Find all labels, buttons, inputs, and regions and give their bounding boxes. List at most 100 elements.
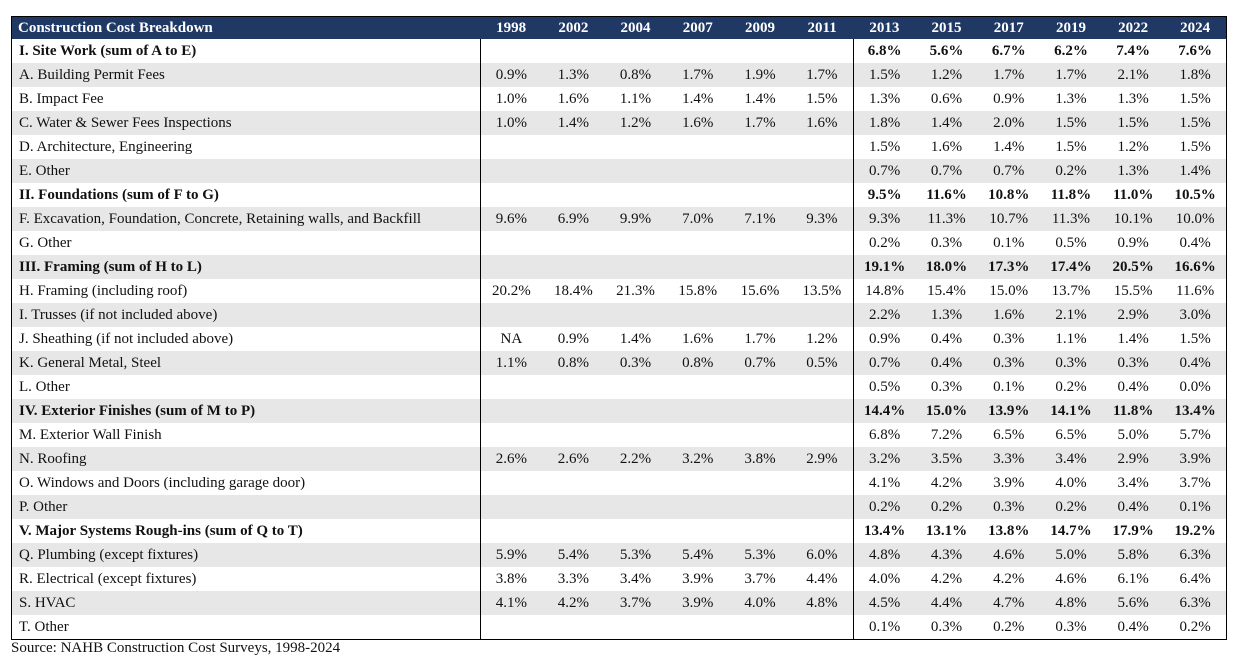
header-year-2013: 2013	[853, 16, 916, 39]
cell-2009: 3.8%	[728, 447, 792, 471]
cell-1998	[480, 423, 542, 447]
cell-2002: 1.6%	[557, 90, 589, 107]
cell-2007	[667, 183, 729, 207]
cell-2007: 1.6%	[682, 330, 714, 347]
table-row: G. Other 0.2% 0.3% 0.1% 0.5% 0.9% 0.4%	[11, 231, 1227, 255]
cell-2022: 0.9%	[1117, 234, 1149, 251]
cell-2017: 3.9%	[993, 474, 1025, 491]
cell-1998: 3.8%	[495, 570, 527, 587]
cell-2019: 0.2%	[1039, 495, 1103, 519]
cell-2013: 13.4%	[863, 522, 906, 539]
cell-1998	[480, 495, 543, 519]
cell-2011: 13.5%	[791, 279, 854, 303]
cell-2013: 3.2%	[853, 447, 916, 471]
cell-2017: 2.0%	[977, 111, 1040, 135]
cell-2009	[728, 255, 792, 279]
cell-2011	[791, 135, 854, 159]
cell-2024: 0.0%	[1179, 378, 1211, 395]
cell-2002	[542, 399, 605, 423]
cell-2002	[542, 135, 604, 159]
cell-2017: 15.0%	[989, 282, 1029, 299]
cell-2022: 7.4%	[1116, 42, 1151, 59]
cell-2015: 0.6%	[930, 90, 963, 107]
cell-2017: 1.7%	[977, 63, 1040, 87]
header-year-2011: 2011	[791, 16, 854, 39]
cell-2007	[667, 231, 729, 255]
cell-1998: 2.6%	[480, 447, 543, 471]
row-label: N. Roofing	[11, 447, 481, 471]
cell-2004	[604, 159, 667, 183]
cell-2013: 0.7%	[853, 159, 916, 183]
table-row: S. HVAC 4.1% 4.2% 3.7% 3.9% 4.0% 4.8% 4.5% 4.4% 4…	[11, 591, 1227, 615]
cell-1998	[480, 303, 543, 327]
cell-2015: 4.3%	[915, 543, 978, 567]
cell-2015: 4.2%	[930, 474, 963, 491]
cell-2009	[729, 183, 791, 207]
cell-2013: 14.4%	[853, 399, 916, 423]
header-year-2017: 2017	[977, 16, 1040, 39]
row-label: A. Building Permit Fees	[11, 63, 481, 87]
cell-2004: 21.3%	[616, 282, 655, 299]
cell-2004	[604, 423, 666, 447]
row-label: J. Sheathing (if not included above)	[11, 327, 481, 351]
section-row: I. Site Work (sum of A to E) 6.8% 5.6% 6.7%…	[11, 39, 1227, 63]
cell-2011	[791, 495, 854, 519]
cell-2015: 0.3%	[930, 234, 963, 251]
cell-2022: 1.2%	[1117, 138, 1149, 155]
cell-2011: 6.0%	[791, 543, 854, 567]
cell-2007: 1.6%	[666, 111, 729, 135]
cell-2024: 1.5%	[1179, 330, 1211, 347]
cell-1998: 9.6%	[480, 207, 543, 231]
cell-2019: 1.7%	[1039, 63, 1103, 87]
cell-2002	[542, 39, 604, 63]
table-row: E. Other 0.7% 0.7% 0.7% 0.2% 1.3% 1.4%	[11, 159, 1227, 183]
cell-2011	[791, 159, 854, 183]
cell-2009	[729, 615, 791, 640]
table-header-row: Construction Cost Breakdown 1998 2002 2004…	[11, 16, 1227, 39]
table-row: A. Building Permit Fees 0.9% 1.3% 0.8% 1.7% 1…	[11, 63, 1227, 87]
cell-2013: 1.3%	[868, 90, 901, 107]
cell-1998	[480, 399, 543, 423]
row-label: R. Electrical (except fixtures)	[11, 567, 481, 591]
row-label: M. Exterior Wall Finish	[11, 423, 481, 447]
cell-2013: 0.7%	[853, 351, 916, 375]
cell-2002	[542, 375, 604, 399]
row-label: B. Impact Fee	[11, 87, 481, 111]
cell-2019: 0.5%	[1055, 234, 1087, 251]
cell-2011: 1.6%	[791, 111, 854, 135]
cell-2015: 15.0%	[915, 399, 978, 423]
cell-2009	[728, 303, 792, 327]
cell-2015: 5.6%	[929, 42, 964, 59]
cell-2002: 6.9%	[542, 207, 605, 231]
cell-2011: 2.9%	[791, 447, 854, 471]
cell-2009: 7.1%	[728, 207, 792, 231]
cell-2002	[542, 495, 605, 519]
row-label: II. Foundations (sum of F to G)	[11, 183, 481, 207]
cell-2007: 0.8%	[666, 351, 729, 375]
cell-2022: 6.1%	[1117, 570, 1149, 587]
cell-2013: 9.5%	[867, 186, 902, 203]
cell-1998	[480, 135, 542, 159]
cell-2007	[666, 303, 729, 327]
cell-2017: 13.9%	[977, 399, 1040, 423]
table-row: J. Sheathing (if not included above) NA 0.…	[11, 327, 1227, 351]
header-year-2022: 2022	[1102, 16, 1165, 39]
cell-1998: NA	[500, 330, 523, 347]
cell-2019: 14.7%	[1050, 522, 1092, 539]
section-row: II. Foundations (sum of F to G) 9.5% 11.6%…	[11, 183, 1227, 207]
cell-2011: 9.3%	[791, 207, 854, 231]
cell-2013: 4.1%	[868, 474, 901, 491]
cell-2004: 3.4%	[619, 570, 652, 587]
cell-2009: 1.4%	[744, 90, 776, 107]
cell-2007	[666, 399, 729, 423]
cell-2019: 1.5%	[1039, 111, 1103, 135]
table-row: N. Roofing 2.6% 2.6% 2.2% 3.2% 3.8% 2.9% 3.2% 3.…	[11, 447, 1227, 471]
cell-2009: 4.0%	[728, 591, 792, 615]
cell-2024: 1.5%	[1179, 90, 1211, 107]
cell-2022: 0.4%	[1117, 378, 1149, 395]
cell-2019: 6.2%	[1054, 42, 1088, 59]
cell-2009	[729, 375, 791, 399]
cell-2002: 2.6%	[542, 447, 605, 471]
cell-2019: 3.4%	[1039, 447, 1103, 471]
cell-2009: 5.3%	[728, 543, 792, 567]
